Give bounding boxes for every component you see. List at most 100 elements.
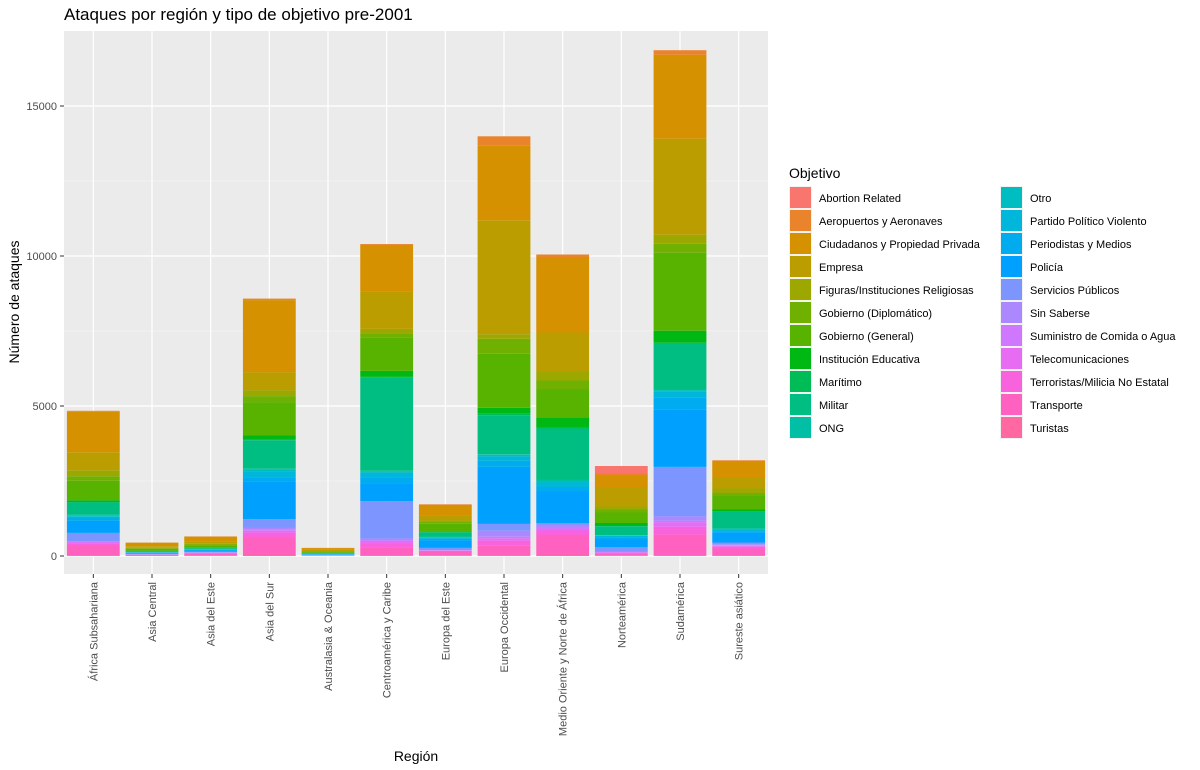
- bar-segment: [712, 542, 766, 545]
- bar-segment: [66, 502, 120, 515]
- bar-segment: [653, 409, 707, 467]
- bar-segment: [653, 330, 707, 343]
- bar-segment: [184, 553, 238, 556]
- legend-key: [790, 371, 811, 392]
- bar-segment: [653, 343, 707, 390]
- legend-title: Objetivo: [789, 165, 841, 181]
- bar-segment: [712, 545, 766, 547]
- bar-segment: [242, 468, 296, 470]
- legend: Objetivo Abortion Related Aeropuertos y A…: [789, 165, 1176, 439]
- legend-key: [1001, 210, 1022, 231]
- legend-label: Abortion Related: [819, 193, 901, 205]
- bar-segment: [712, 528, 766, 529]
- bar-segment: [242, 396, 296, 403]
- bar-segment: [360, 541, 414, 544]
- bar-segment: [477, 334, 531, 339]
- legend-key: [1001, 256, 1022, 277]
- bar-segment: [477, 454, 531, 455]
- bar-segment: [594, 552, 648, 553]
- bar-segment: [242, 554, 296, 556]
- legend-key: [790, 302, 811, 323]
- chart-title: Ataques por región y tipo de objetivo pr…: [64, 5, 413, 24]
- y-tick-label: 15000: [26, 101, 57, 113]
- bar-segment: [418, 523, 472, 532]
- bar-segment: [242, 300, 296, 373]
- bar-segment: [594, 475, 648, 487]
- bar-segment: [184, 551, 238, 553]
- legend-key: [790, 325, 811, 346]
- bar-segment: [360, 470, 414, 472]
- legend-label: Figuras/Instituciones Religiosas: [819, 285, 974, 297]
- bar-segment: [712, 461, 766, 478]
- legend-label: Marítimo: [819, 377, 862, 389]
- bar-segment: [66, 543, 120, 546]
- bar-segment: [125, 548, 179, 549]
- bar-segment: [360, 244, 414, 292]
- bar-segment: [594, 537, 648, 540]
- y-tick-label: 5000: [33, 401, 57, 413]
- bar-segment: [653, 555, 707, 556]
- bar-segment: [653, 389, 707, 391]
- bar-segment: [536, 254, 590, 258]
- legend-label: Gobierno (General): [819, 331, 914, 343]
- legend-label: Telecomunicaciones: [1030, 354, 1130, 366]
- bar-segment: [653, 397, 707, 410]
- bar-segment: [360, 370, 414, 377]
- bar-segment: [536, 535, 590, 555]
- x-tick-label: Europa del Este: [440, 582, 452, 660]
- bar-segment: [66, 555, 120, 556]
- bar-segment: [360, 477, 414, 484]
- bar-segment: [653, 534, 707, 556]
- bar-segment: [536, 380, 590, 390]
- bar-segment: [536, 554, 590, 556]
- legend-key: [1001, 325, 1022, 346]
- bar-segment: [712, 493, 766, 496]
- x-tick-label: Norteamérica: [616, 581, 628, 648]
- bar-segment: [712, 532, 766, 543]
- y-tick-label: 0: [51, 551, 57, 563]
- bar-segment: [184, 536, 238, 542]
- bar-segment: [66, 545, 120, 556]
- bar-segment: [418, 504, 472, 516]
- bar-segment: [418, 520, 472, 522]
- bar-segment: [712, 496, 766, 510]
- bar-segment: [360, 501, 414, 539]
- bar-segment: [242, 530, 296, 533]
- legend-label: Aeropuertos y Aeronaves: [819, 216, 943, 228]
- legend-key: [1001, 279, 1022, 300]
- legend-key: [790, 394, 811, 415]
- bar-segment: [66, 514, 120, 516]
- bar-segment: [594, 506, 648, 510]
- bar-segment: [653, 391, 707, 398]
- bar-segment: [477, 415, 531, 455]
- bar-segment: [242, 469, 296, 472]
- bar-segment: [594, 526, 648, 536]
- bar-segment: [66, 470, 120, 477]
- bar-segment: [536, 428, 590, 480]
- bar-segment: [242, 435, 296, 440]
- bar-segment: [184, 545, 238, 548]
- bar-segment: [242, 402, 296, 436]
- bar-segment: [125, 542, 179, 547]
- bar-segment: [536, 481, 590, 483]
- bar-segment: [242, 390, 296, 397]
- bar-segment: [360, 471, 414, 473]
- bar-segment: [125, 546, 179, 548]
- bar-segment: [360, 328, 414, 334]
- bar-segment: [536, 479, 590, 481]
- bar-segment: [477, 466, 531, 524]
- bar-segment: [712, 511, 766, 512]
- bar-segment: [418, 547, 472, 550]
- x-tick-label: África Subsahariana: [87, 581, 100, 681]
- bar-segment: [360, 291, 414, 329]
- legend-label: Empresa: [819, 262, 864, 274]
- bar-segment: [125, 552, 179, 554]
- bar-segment: [594, 551, 648, 553]
- bar-segment: [536, 523, 590, 525]
- bar-segment: [653, 138, 707, 235]
- legend-label: Turistas: [1030, 423, 1069, 435]
- bar-segment: [125, 551, 179, 552]
- bar-segment: [653, 50, 707, 55]
- bar-segment: [477, 540, 531, 546]
